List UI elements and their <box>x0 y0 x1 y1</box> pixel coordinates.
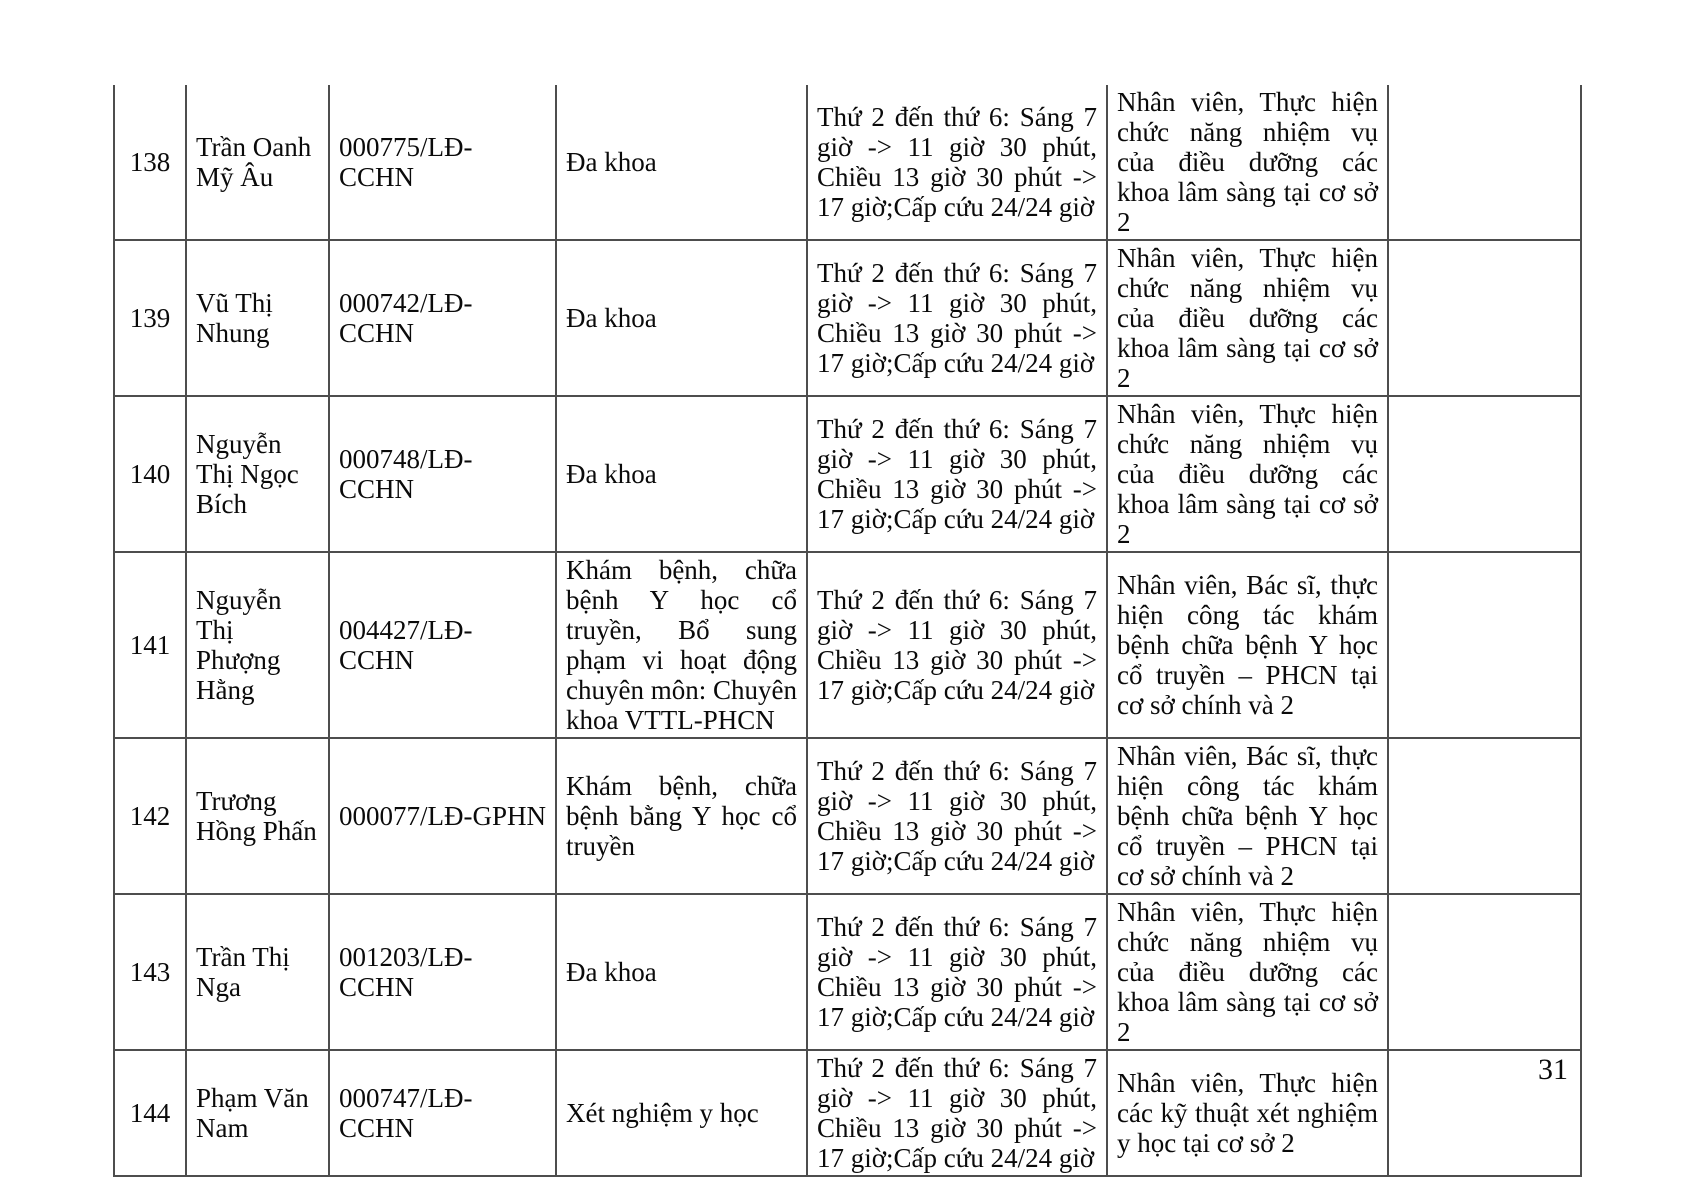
cell-position-duties: Nhân viên, Thực hiện chức năng nhiệm vụ … <box>1106 239 1389 397</box>
cell-practitioner-name: Nguyễn Thị Phượng Hằng <box>185 551 330 739</box>
cell-row-number: 143 <box>113 893 187 1051</box>
cell-practitioner-name: Trương Hồng Phấn <box>185 737 330 895</box>
cell-specialty: Đa khoa <box>555 239 808 397</box>
cell-working-schedule: Thứ 2 đến thứ 6: Sáng 7 giờ -> 11 giờ 30… <box>806 893 1108 1051</box>
cell-working-schedule: Thứ 2 đến thứ 6: Sáng 7 giờ -> 11 giờ 30… <box>806 551 1108 739</box>
cell-practitioner-name: Nguyễn Thị Ngọc Bích <box>185 395 330 553</box>
cell-row-number: 142 <box>113 737 187 895</box>
table-row: 139 Vũ Thị Nhung 000742/LĐ-CCHN Đa khoa Thứ … <box>113 239 1582 397</box>
cell-note <box>1387 1049 1582 1177</box>
cell-working-schedule: Thứ 2 đến thứ 6: Sáng 7 giờ -> 11 giờ 30… <box>806 737 1108 895</box>
cell-working-schedule: Thứ 2 đến thứ 6: Sáng 7 giờ -> 11 giờ 30… <box>806 395 1108 553</box>
table-row: 142 Trương Hồng Phấn 000077/LĐ-GPHN Khám bệ… <box>113 737 1582 895</box>
cell-note <box>1387 551 1582 739</box>
cell-position-duties: Nhân viên, Thực hiện chức năng nhiệm vụ … <box>1106 85 1389 241</box>
cell-note <box>1387 395 1582 553</box>
cell-note <box>1387 85 1582 241</box>
cell-row-number: 140 <box>113 395 187 553</box>
cell-note <box>1387 893 1582 1051</box>
cell-row-number: 141 <box>113 551 187 739</box>
cell-position-duties: Nhân viên, Thực hiện chức năng nhiệm vụ … <box>1106 893 1389 1051</box>
cell-practitioner-name: Vũ Thị Nhung <box>185 239 330 397</box>
cell-note <box>1387 737 1582 895</box>
cell-specialty: Xét nghiệm y học <box>555 1049 808 1177</box>
table-body: 138 Trần Oanh Mỹ Âu 000775/LĐ-CCHN Đa khoa T… <box>113 85 1582 1177</box>
cell-specialty: Khám bệnh, chữa bệnh bằng Y học cổ truyề… <box>555 737 808 895</box>
practitioner-registry-table: 138 Trần Oanh Mỹ Âu 000775/LĐ-CCHN Đa khoa T… <box>113 85 1582 1177</box>
cell-license-number: 000747/LĐ-CCHN <box>328 1049 557 1177</box>
cell-row-number: 139 <box>113 239 187 397</box>
cell-working-schedule: Thứ 2 đến thứ 6: Sáng 7 giờ -> 11 giờ 30… <box>806 85 1108 241</box>
cell-specialty: Đa khoa <box>555 395 808 553</box>
cell-license-number: 000077/LĐ-GPHN <box>328 737 557 895</box>
cell-note <box>1387 239 1582 397</box>
cell-position-duties: Nhân viên, Thực hiện chức năng nhiệm vụ … <box>1106 395 1389 553</box>
cell-practitioner-name: Trần Oanh Mỹ Âu <box>185 85 330 241</box>
cell-row-number: 138 <box>113 85 187 241</box>
cell-position-duties: Nhân viên, Bác sĩ, thực hiện công tác kh… <box>1106 737 1389 895</box>
cell-practitioner-name: Phạm Văn Nam <box>185 1049 330 1177</box>
cell-specialty: Đa khoa <box>555 85 808 241</box>
table-row: 144 Phạm Văn Nam 000747/LĐ-CCHN Xét nghiệm … <box>113 1049 1582 1177</box>
cell-license-number: 000748/LĐ-CCHN <box>328 395 557 553</box>
cell-license-number: 004427/LĐ-CCHN <box>328 551 557 739</box>
cell-position-duties: Nhân viên, Thực hiện các kỹ thuật xét ng… <box>1106 1049 1389 1177</box>
cell-working-schedule: Thứ 2 đến thứ 6: Sáng 7 giờ -> 11 giờ 30… <box>806 1049 1108 1177</box>
cell-specialty: Đa khoa <box>555 893 808 1051</box>
table-row: 138 Trần Oanh Mỹ Âu 000775/LĐ-CCHN Đa khoa T… <box>113 85 1582 241</box>
cell-license-number: 000775/LĐ-CCHN <box>328 85 557 241</box>
cell-specialty: Khám bệnh, chữa bệnh Y học cổ truyền, Bổ… <box>555 551 808 739</box>
table-row: 140 Nguyễn Thị Ngọc Bích 000748/LĐ-CCHN Đa … <box>113 395 1582 553</box>
page-number: 31 <box>1538 1053 1568 1086</box>
cell-row-number: 144 <box>113 1049 187 1177</box>
cell-license-number: 000742/LĐ-CCHN <box>328 239 557 397</box>
table-row: 141 Nguyễn Thị Phượng Hằng 004427/LĐ-CCHN K… <box>113 551 1582 739</box>
cell-working-schedule: Thứ 2 đến thứ 6: Sáng 7 giờ -> 11 giờ 30… <box>806 239 1108 397</box>
table-row: 143 Trần Thị Nga 001203/LĐ-CCHN Đa khoa Thứ … <box>113 893 1582 1051</box>
cell-practitioner-name: Trần Thị Nga <box>185 893 330 1051</box>
cell-license-number: 001203/LĐ-CCHN <box>328 893 557 1051</box>
cell-position-duties: Nhân viên, Bác sĩ, thực hiện công tác kh… <box>1106 551 1389 739</box>
